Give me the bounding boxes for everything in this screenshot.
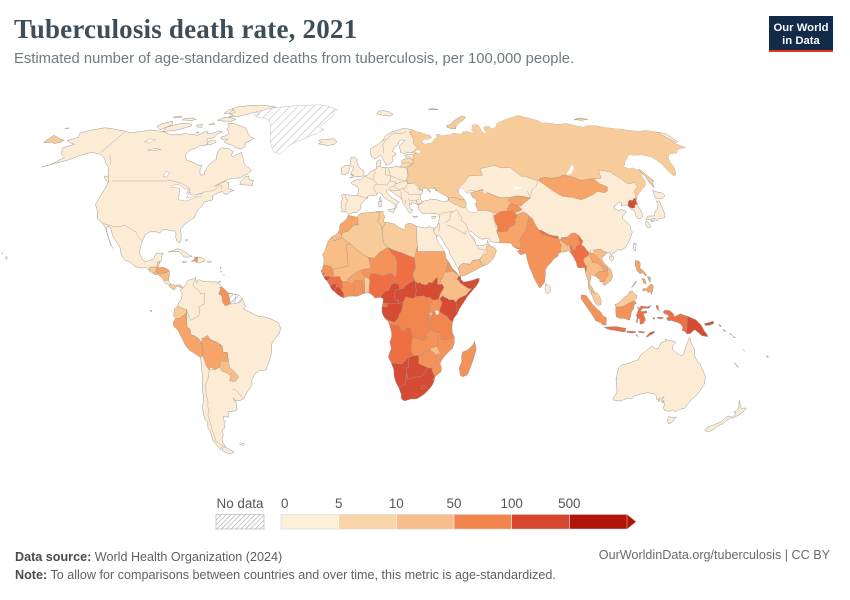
svg-text:No data: No data bbox=[217, 496, 264, 511]
svg-text:500: 500 bbox=[558, 496, 580, 511]
svg-text:5: 5 bbox=[335, 496, 342, 511]
svg-text:10: 10 bbox=[389, 496, 404, 511]
svg-text:50: 50 bbox=[447, 496, 462, 511]
svg-text:0: 0 bbox=[281, 496, 288, 511]
svg-text:100: 100 bbox=[501, 496, 523, 511]
